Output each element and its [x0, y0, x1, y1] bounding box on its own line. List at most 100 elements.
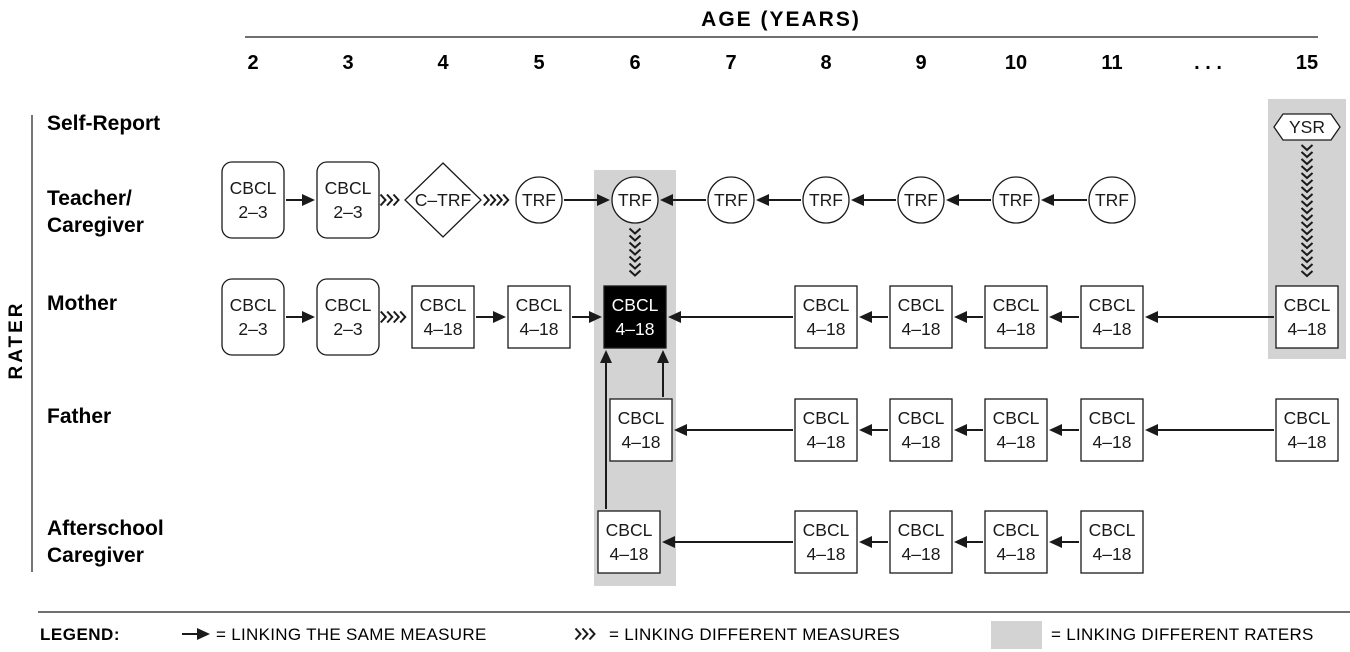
chevron	[393, 310, 401, 324]
link-same-measure	[286, 194, 315, 206]
node-label: 4–18	[902, 544, 941, 564]
node-shape	[794, 510, 858, 574]
node-label: TRF	[809, 190, 843, 210]
node-shape	[794, 285, 858, 349]
arrowhead	[662, 536, 675, 548]
node-shape	[515, 176, 563, 224]
measure-node-f8: CBCL 4–18	[794, 398, 858, 462]
node-label: CBCL	[898, 408, 945, 428]
link-same-measure	[954, 424, 983, 436]
link-same-measure	[662, 536, 793, 548]
chevron	[628, 227, 642, 235]
node-shape	[984, 510, 1048, 574]
measure-nodes: CBCL 2–3 CBCL 2–3 C–TRF TRF TRF TRF TRF TRF TRF TRF…	[221, 113, 1341, 574]
node-shape	[1273, 113, 1341, 141]
node-shape	[984, 285, 1048, 349]
measure-node-m11: CBCL 4–18	[1080, 285, 1144, 349]
rater-label-line: Teacher/	[47, 187, 132, 210]
node-label: CBCL	[230, 295, 277, 315]
node-shape	[1080, 285, 1144, 349]
link-same-measure	[859, 424, 888, 436]
chevron	[496, 193, 504, 207]
node-label: TRF	[999, 190, 1033, 210]
node-shape	[889, 398, 953, 462]
chevron	[628, 262, 642, 270]
rater-label-teacher: Teacher/Caregiver	[47, 187, 144, 237]
link-same-measure	[668, 311, 793, 323]
chevron	[1300, 172, 1314, 180]
node-shape	[1275, 398, 1339, 462]
link-same-measure	[600, 350, 612, 509]
chevron	[1300, 193, 1314, 201]
arrowhead	[954, 536, 967, 548]
legend-same-label: = LINKING THE SAME MEASURE	[216, 625, 487, 644]
arrowhead	[493, 311, 506, 323]
chevron	[392, 193, 400, 207]
link-same-measure	[1041, 194, 1087, 206]
node-shape	[889, 285, 953, 349]
node-label: 4–18	[1288, 319, 1327, 339]
chevron	[1300, 207, 1314, 215]
link-same-measure	[572, 311, 602, 323]
node-label: 4–18	[997, 544, 1036, 564]
arrowhead	[851, 194, 864, 206]
arrowhead	[302, 311, 315, 323]
node-label: CBCL	[803, 520, 850, 540]
chevron	[502, 193, 510, 207]
arrowhead	[674, 424, 687, 436]
chevron	[1300, 165, 1314, 173]
node-shape	[507, 285, 571, 349]
node-label: CBCL	[618, 408, 665, 428]
measure-node-m15: CBCL 4–18	[1275, 285, 1339, 349]
measure-node-a10: CBCL 4–18	[984, 510, 1048, 574]
link-different-measure	[483, 193, 510, 207]
node-label: 4–18	[807, 544, 846, 564]
measure-node-t7: TRF	[707, 176, 755, 224]
chevron	[399, 310, 407, 324]
chevron	[489, 193, 497, 207]
chevron	[581, 627, 589, 641]
arrowhead	[597, 194, 610, 206]
node-shape	[221, 161, 285, 239]
measure-node-f9: CBCL 4–18	[889, 398, 953, 462]
node-label: CBCL	[898, 520, 945, 540]
node-label: CBCL	[1089, 295, 1136, 315]
chevron	[1300, 249, 1314, 257]
rater-label-line: Mother	[47, 292, 117, 315]
link-same-measure	[657, 350, 669, 397]
legend-title: LEGEND:	[40, 625, 120, 644]
node-shape	[992, 176, 1040, 224]
chevron	[628, 234, 642, 242]
link-same-measure	[1049, 536, 1079, 548]
link-same-measure	[660, 194, 706, 206]
node-shape	[316, 278, 380, 356]
arrowhead	[589, 311, 602, 323]
node-label: CBCL	[612, 295, 659, 315]
chevron	[380, 310, 388, 324]
age-label: 10	[1005, 52, 1027, 74]
node-shape	[1275, 285, 1339, 349]
node-label: 4–18	[622, 432, 661, 452]
links	[286, 144, 1314, 548]
node-label: 4–18	[616, 319, 655, 339]
age-label: 11	[1101, 52, 1122, 74]
chevron	[628, 255, 642, 263]
node-shape	[611, 176, 659, 224]
chevron	[1300, 179, 1314, 187]
node-label: 2–3	[238, 202, 267, 222]
measure-node-t2: CBCL 2–3	[221, 161, 285, 239]
node-label: 4–18	[1093, 432, 1132, 452]
rater-label-line: Caregiver	[47, 214, 144, 237]
node-shape	[1088, 176, 1136, 224]
age-label: 3	[342, 52, 353, 74]
node-label: CBCL	[325, 178, 372, 198]
rater-label-mother: Mother	[47, 292, 117, 315]
legend: LEGEND: = LINKING THE SAME MEASURE = LIN…	[40, 621, 1313, 649]
rater-label-line: Self-Report	[47, 112, 160, 135]
measure-node-m2: CBCL 2–3	[221, 278, 285, 356]
measure-node-a9: CBCL 4–18	[889, 510, 953, 574]
measure-node-f15: CBCL 4–18	[1275, 398, 1339, 462]
measure-node-t9: TRF	[897, 176, 945, 224]
chevron	[1300, 270, 1314, 278]
rater-label-line: Caregiver	[47, 544, 144, 567]
